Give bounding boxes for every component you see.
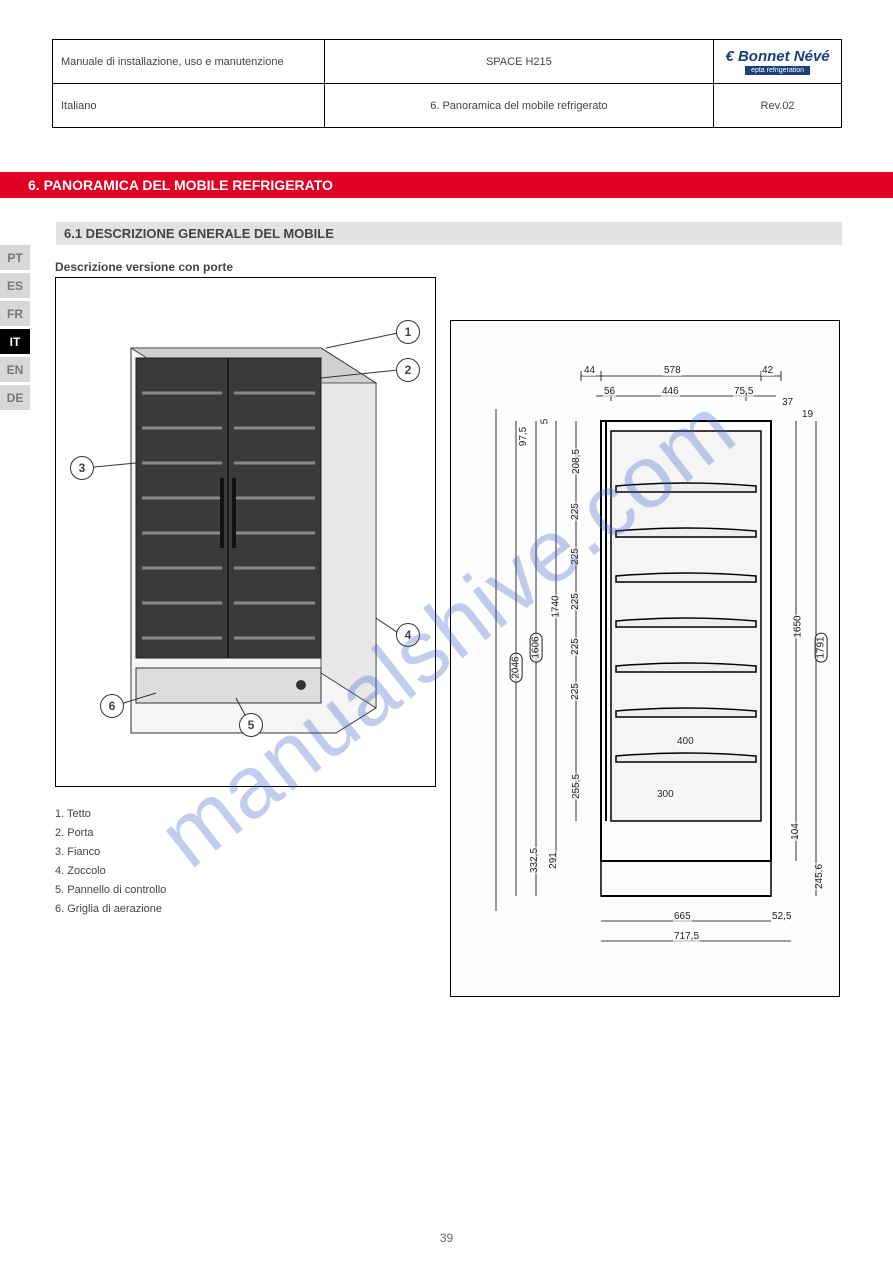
lang-tab-es[interactable]: ES <box>0 273 30 298</box>
brand-logo-subtext: epta refrigeration <box>745 66 810 75</box>
lang-tab-pt[interactable]: PT <box>0 245 30 270</box>
lang-tab-en[interactable]: EN <box>0 357 30 382</box>
callout-6: 6 <box>100 694 124 718</box>
parts-list: 1. Tetto 2. Porta 3. Fianco 4. Zoccolo 5… <box>55 806 166 920</box>
dim-42: 42 <box>761 365 774 376</box>
part-2: 2. Porta <box>55 825 166 842</box>
section-title: 6.1 DESCRIZIONE GENERALE DEL MOBILE <box>56 222 842 245</box>
lang-tab-it[interactable]: IT <box>0 329 30 354</box>
dim-56: 56 <box>603 386 616 397</box>
brand-logo: € Bonnet Névé epta refrigeration <box>722 48 833 75</box>
hdr-a2: Italiano <box>53 84 325 128</box>
dim-1606: 1606 <box>530 632 543 662</box>
dim-104: 104 <box>790 822 801 841</box>
dim-225e: 225 <box>570 682 581 701</box>
callout-5: 5 <box>239 713 263 737</box>
dim-525: 52,5 <box>771 911 792 922</box>
dim-400: 400 <box>676 736 695 747</box>
technical-drawing-panel: 44 578 42 56 446 75,5 37 19 97,5 5 208,5… <box>450 320 840 997</box>
dim-225a: 225 <box>570 502 581 521</box>
dim-2046: 2046 <box>510 652 523 682</box>
hdr-b1: SPACE H215 <box>324 40 713 84</box>
section-header-bar: 6. PANORAMICA DEL MOBILE REFRIGERATO <box>0 172 893 198</box>
lang-sidebar: PT ES FR IT EN DE <box>0 245 30 413</box>
part-1: 1. Tetto <box>55 806 166 823</box>
callout-4: 4 <box>396 623 420 647</box>
dim-3325: 332,5 <box>529 847 540 874</box>
cabinet-illustration-panel: 1 2 3 4 6 5 <box>55 277 436 787</box>
dim-578: 578 <box>663 365 682 376</box>
hdr-a1: Manuale di installazione, uso e manutenz… <box>53 40 325 84</box>
dim-665: 665 <box>673 911 692 922</box>
part-3: 3. Fianco <box>55 844 166 861</box>
dim-1791: 1791 <box>815 632 828 662</box>
dim-291: 291 <box>548 851 559 870</box>
dim-755: 75,5 <box>733 386 754 397</box>
part-6: 6. Griglia di aerazione <box>55 901 166 918</box>
hdr-b2: 6. Panoramica del mobile refrigerato <box>324 84 713 128</box>
section-subtitle: Descrizione versione con porte <box>55 260 233 274</box>
part-5: 5. Pannello di controllo <box>55 882 166 899</box>
lang-tab-de[interactable]: DE <box>0 385 30 410</box>
callout-2: 2 <box>396 358 420 382</box>
lang-tab-fr[interactable]: FR <box>0 301 30 326</box>
dim-5: 5 <box>539 418 550 426</box>
dim-7175: 717,5 <box>673 931 700 942</box>
hdr-c2: Rev.02 <box>714 84 842 128</box>
dim-1740: 1740 <box>551 594 562 618</box>
dim-1650: 1650 <box>793 614 804 638</box>
dim-975: 97,5 <box>518 426 529 447</box>
hdr-logo-cell: € Bonnet Névé epta refrigeration <box>714 40 842 84</box>
callout-3: 3 <box>70 456 94 480</box>
dim-37: 37 <box>781 397 794 408</box>
dim-446: 446 <box>661 386 680 397</box>
dim-44: 44 <box>583 365 596 376</box>
dim-225d: 225 <box>570 637 581 656</box>
dim-225c: 225 <box>570 592 581 611</box>
header-table: Manuale di installazione, uso e manutenz… <box>52 39 842 128</box>
dim-300: 300 <box>656 789 675 800</box>
dim-225b: 225 <box>570 547 581 566</box>
dim-2456: 245,6 <box>814 863 825 890</box>
page-number: 39 <box>0 1231 893 1245</box>
dim-2555: 255,5 <box>571 773 582 800</box>
part-4: 4. Zoccolo <box>55 863 166 880</box>
dim-2085: 208,5 <box>571 448 582 475</box>
callout-1: 1 <box>396 320 420 344</box>
dim-19: 19 <box>801 409 814 420</box>
brand-logo-text: € Bonnet Névé <box>725 48 829 65</box>
